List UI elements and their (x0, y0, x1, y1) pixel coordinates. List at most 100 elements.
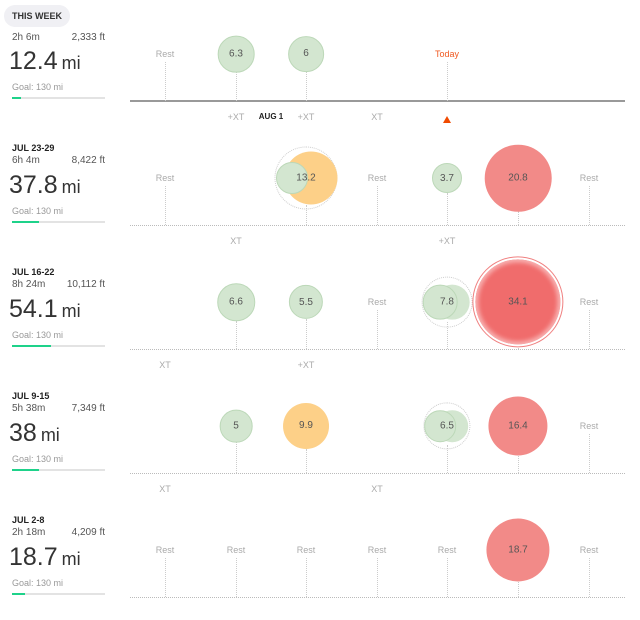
week-row: JUL 16-22 8h 24m 10,112 ft 54.1 mi Goal: 130 … (0, 248, 640, 372)
activity-bubble[interactable]: 3.7 (432, 163, 462, 193)
activity-distance: 6.5 (440, 420, 454, 432)
rest-day-label: Rest (367, 297, 387, 307)
week-goal: Goal: 130 mi (12, 578, 64, 588)
week-goal: Goal: 130 mi (12, 82, 64, 92)
week-elevation: 4,209 ft (71, 527, 105, 538)
day-line (589, 186, 590, 225)
week-baseline (130, 597, 625, 598)
week-elevation: 10,112 ft (66, 279, 105, 290)
week-range: JUL 23-29 (12, 143, 55, 153)
week-goal: Goal: 130 mi (12, 454, 64, 464)
goal-progress-fill (12, 221, 39, 223)
day-line (518, 344, 519, 349)
today-label: Today (434, 49, 460, 59)
week-row: JUL 9-15 5h 38m 7,349 ft 38 mi Goal: 130 mi XT… (0, 372, 640, 496)
day-line (377, 558, 378, 597)
rest-day-label: Rest (155, 545, 175, 555)
month-marker: AUG 1 (258, 112, 284, 121)
activity-bubble[interactable]: 5.5 (288, 284, 324, 320)
day-line (518, 455, 519, 473)
day-line (236, 558, 237, 597)
week-baseline (130, 473, 625, 474)
week-baseline (130, 349, 625, 350)
goal-progress-fill (12, 97, 21, 99)
day-line (518, 581, 519, 597)
activity-bubble[interactable]: 18.7 (486, 518, 550, 582)
day-line (306, 558, 307, 597)
distance-unit: mi (61, 177, 81, 197)
cross-training-label: XT (230, 236, 242, 246)
week-time: 8h 24m (12, 279, 46, 290)
activity-bubble[interactable]: 16.4 (488, 396, 548, 456)
day-line (447, 193, 448, 225)
day-line (165, 558, 166, 597)
day-line (589, 310, 590, 349)
week-distance: 12.4 mi (9, 47, 81, 76)
goal-progress-fill (12, 469, 39, 471)
activity-bubble[interactable]: 5 (219, 409, 253, 443)
goal-progress-fill (12, 593, 26, 595)
activity-bubble[interactable] (424, 410, 456, 442)
week-baseline (130, 225, 625, 226)
day-line (306, 319, 307, 349)
multi-activity-ring (423, 402, 471, 450)
multi-activity-ring (421, 276, 473, 328)
cross-training-label: XT (371, 484, 383, 494)
week-row: JUL 23-29 6h 4m 8,422 ft 37.8 mi Goal: 130 mi… (0, 124, 640, 248)
day-line (306, 71, 307, 101)
rest-day-label: Rest (367, 173, 387, 183)
week-time: 2h 6m (12, 32, 40, 43)
day-line (236, 72, 237, 101)
distance-unit: mi (61, 301, 81, 321)
day-line (447, 444, 448, 473)
activity-bubble[interactable]: 6.6 (217, 283, 255, 321)
activity-distance: 7.8 (440, 296, 454, 308)
week-goal: Goal: 130 mi (12, 206, 64, 216)
cross-training-label: +XT (438, 236, 456, 246)
cross-training-label: +XT (297, 360, 315, 370)
week-distance: 37.8 mi (9, 171, 81, 200)
week-elevation: 7,349 ft (71, 403, 105, 414)
goal-progress-bar (12, 345, 105, 347)
cross-training-label: XT (371, 112, 383, 122)
cross-training-label: +XT (227, 112, 245, 122)
activity-bubble[interactable] (422, 284, 458, 320)
day-line (236, 442, 237, 473)
activity-bubble[interactable]: 9.9 (283, 403, 329, 449)
goal-progress-bar (12, 221, 105, 223)
this-week-badge[interactable]: THIS WEEK (4, 5, 71, 27)
week-elevation: 2,333 ft (71, 32, 105, 43)
day-line (518, 211, 519, 225)
day-line (589, 558, 590, 597)
day-line (306, 204, 307, 225)
day-line (589, 434, 590, 473)
activity-bubble[interactable]: 6.3 (217, 35, 255, 73)
cross-training-label: +XT (297, 112, 315, 122)
rest-day-label: Rest (579, 173, 599, 183)
activity-distance: 13.2 (296, 172, 316, 184)
activity-bubble[interactable]: 6 (288, 36, 324, 72)
week-time: 6h 4m (12, 155, 40, 166)
cross-training-label: XT (159, 484, 171, 494)
week-range: JUL 16-22 (12, 267, 55, 277)
goal-progress-bar (12, 593, 105, 595)
distance-value: 38 (9, 419, 37, 447)
week-baseline (130, 100, 625, 102)
today-marker-icon (443, 116, 451, 123)
rest-day-label: Rest (155, 173, 175, 183)
activity-bubble[interactable] (276, 162, 308, 194)
day-line (447, 322, 448, 349)
activity-bubble[interactable]: 34.1 (475, 259, 561, 345)
day-line (165, 62, 166, 101)
distance-unit: mi (40, 425, 60, 445)
rest-day-label: Rest (226, 545, 246, 555)
week-range: JUL 9-15 (12, 391, 50, 401)
day-line (377, 186, 378, 225)
distance-unit: mi (61, 549, 81, 569)
week-row: JUL 2-8 2h 18m 4,209 ft 18.7 mi Goal: 130 mi R… (0, 496, 640, 620)
day-line (306, 448, 307, 473)
distance-value: 18.7 (9, 543, 58, 571)
rest-day-label: Rest (296, 545, 316, 555)
activity-bubble[interactable]: 20.8 (484, 144, 552, 212)
day-line (165, 186, 166, 225)
